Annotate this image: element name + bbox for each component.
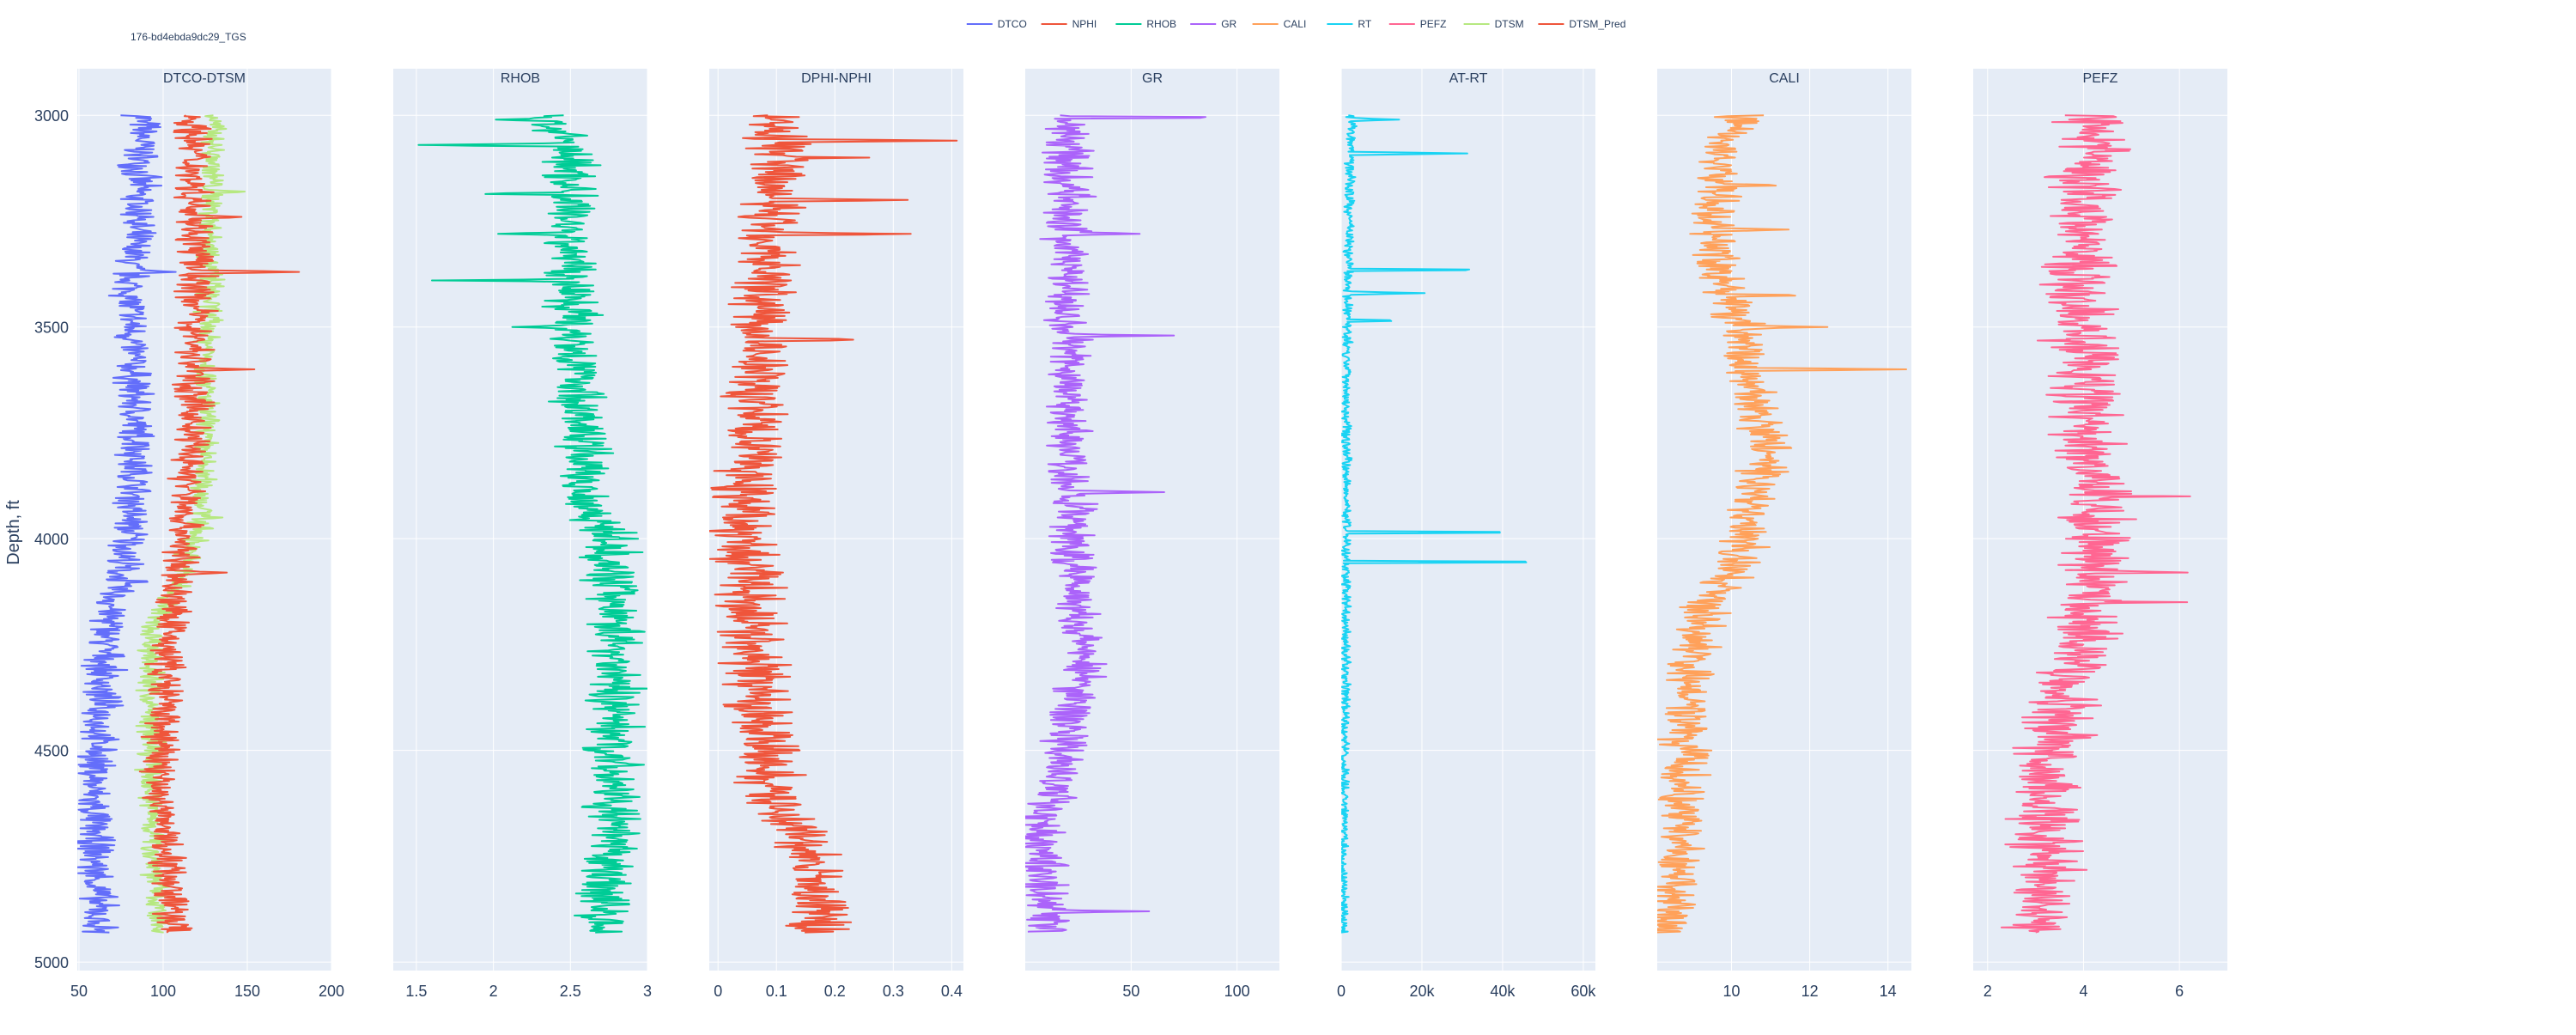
legend-label: DTSM [1495, 18, 1524, 30]
track-dtco-dtsm: 50 100 150 200 DTCO-DTSM [70, 69, 344, 1000]
track-gr: 50 100 GR [1025, 69, 1279, 1000]
x-tick-label: 0.1 [766, 983, 787, 1000]
x-tick-label: 2 [489, 983, 498, 1000]
track-pefz: 2 4 6 PEFZ [1973, 69, 2227, 1000]
x-tick-label: 0 [714, 983, 722, 1000]
x-tick-label: 100 [150, 983, 176, 1000]
series-line-nphi [709, 114, 958, 934]
legend-item-dtsm_pred[interactable]: DTSM_Pred [1538, 18, 1625, 30]
depth-tick-label: 3000 [34, 107, 69, 125]
x-tick-label: 150 [234, 983, 260, 1000]
track-title: AT-RT [1449, 71, 1488, 86]
depth-axis: 3000 3500 4000 4500 5000 [34, 107, 69, 971]
depth-tick-label: 3500 [34, 320, 69, 337]
x-tick-label: 0.4 [941, 983, 963, 1000]
legend-item-rhob[interactable]: RHOB [1115, 18, 1176, 30]
x-tick-label: 40k [1490, 983, 1516, 1000]
legend-item-dtco[interactable]: DTCO [966, 18, 1027, 30]
x-tick-label: 10 [1723, 983, 1741, 1000]
legend-label: RT [1358, 18, 1371, 30]
depth-tick-label: 4500 [34, 743, 69, 760]
x-tick-label: 3 [643, 983, 652, 1000]
series-line-gr [1025, 114, 1206, 933]
track-at-rt: 0 20k 40k 60k AT-RT [1337, 69, 1596, 1000]
series-line-pefz [2000, 114, 2191, 934]
depth-axis-title: Depth, ft [4, 500, 23, 565]
x-tick-label: 1.5 [405, 983, 427, 1000]
well-annotation: 176-bd4ebda9dc29_TGS [131, 31, 246, 43]
track-title: RHOB [501, 71, 540, 86]
track-title: DPHI-NPHI [801, 71, 872, 86]
legend-label: CALI [1284, 18, 1307, 30]
track-background [1025, 69, 1279, 971]
track-title: PEFZ [2083, 71, 2118, 86]
legend-item-cali[interactable]: CALI [1252, 18, 1307, 30]
track-background [1341, 69, 1595, 971]
x-tick-label: 50 [1122, 983, 1139, 1000]
legend-item-rt[interactable]: RT [1327, 18, 1372, 30]
series-line-dtsm_pred [138, 114, 301, 934]
track-rhob: 1.5 2 2.5 3 RHOB [393, 69, 652, 1000]
track-dphi-nphi: 0 0.1 0.2 0.3 0.4 DPHI-NPHI [709, 69, 963, 1000]
x-tick-label: 0.3 [883, 983, 904, 1000]
track-title: DTCO-DTSM [163, 71, 246, 86]
legend[interactable]: DTCO NPHI RHOB GR CALI RT PEFZ DTSM DTSM_Pred [966, 18, 1626, 30]
x-tick-label: 6 [2175, 983, 2184, 1000]
legend-item-dtsm[interactable]: DTSM [1463, 18, 1524, 30]
x-tick-label: 50 [70, 983, 88, 1000]
legend-item-nphi[interactable]: NPHI [1041, 18, 1097, 30]
x-tick-label: 14 [1880, 983, 1897, 1000]
x-tick-label: 2.5 [560, 983, 581, 1000]
x-tick-label: 12 [1801, 983, 1819, 1000]
x-tick-label: 4 [2079, 983, 2087, 1000]
series-line-dtco [77, 114, 177, 934]
legend-label: NPHI [1072, 18, 1097, 30]
x-tick-label: 20k [1409, 983, 1435, 1000]
track-background [709, 69, 963, 971]
legend-label: RHOB [1146, 18, 1176, 30]
x-tick-label: 2 [1984, 983, 1992, 1000]
track-title: GR [1142, 71, 1163, 86]
x-tick-label: 0 [1337, 983, 1346, 1000]
series-line-rt [1341, 114, 1528, 934]
x-tick-label: 60k [1571, 983, 1596, 1000]
legend-label: DTCO [998, 18, 1027, 30]
x-tick-label: 200 [319, 983, 344, 1000]
track-title: CALI [1769, 71, 1800, 86]
legend-item-pefz[interactable]: PEFZ [1388, 18, 1447, 30]
legend-label: GR [1221, 18, 1236, 30]
track-cali: 10 12 14 CALI [1657, 69, 1911, 1000]
series-line-rhob [417, 114, 647, 934]
depth-tick-label: 4000 [34, 531, 69, 548]
x-tick-label: 0.2 [824, 983, 846, 1000]
depth-tick-label: 5000 [34, 954, 69, 971]
x-tick-label: 100 [1224, 983, 1250, 1000]
legend-label: PEFZ [1420, 18, 1447, 30]
legend-item-gr[interactable]: GR [1190, 18, 1237, 30]
legend-label: DTSM_Pred [1569, 18, 1625, 30]
series-line-cali [1657, 114, 1907, 934]
